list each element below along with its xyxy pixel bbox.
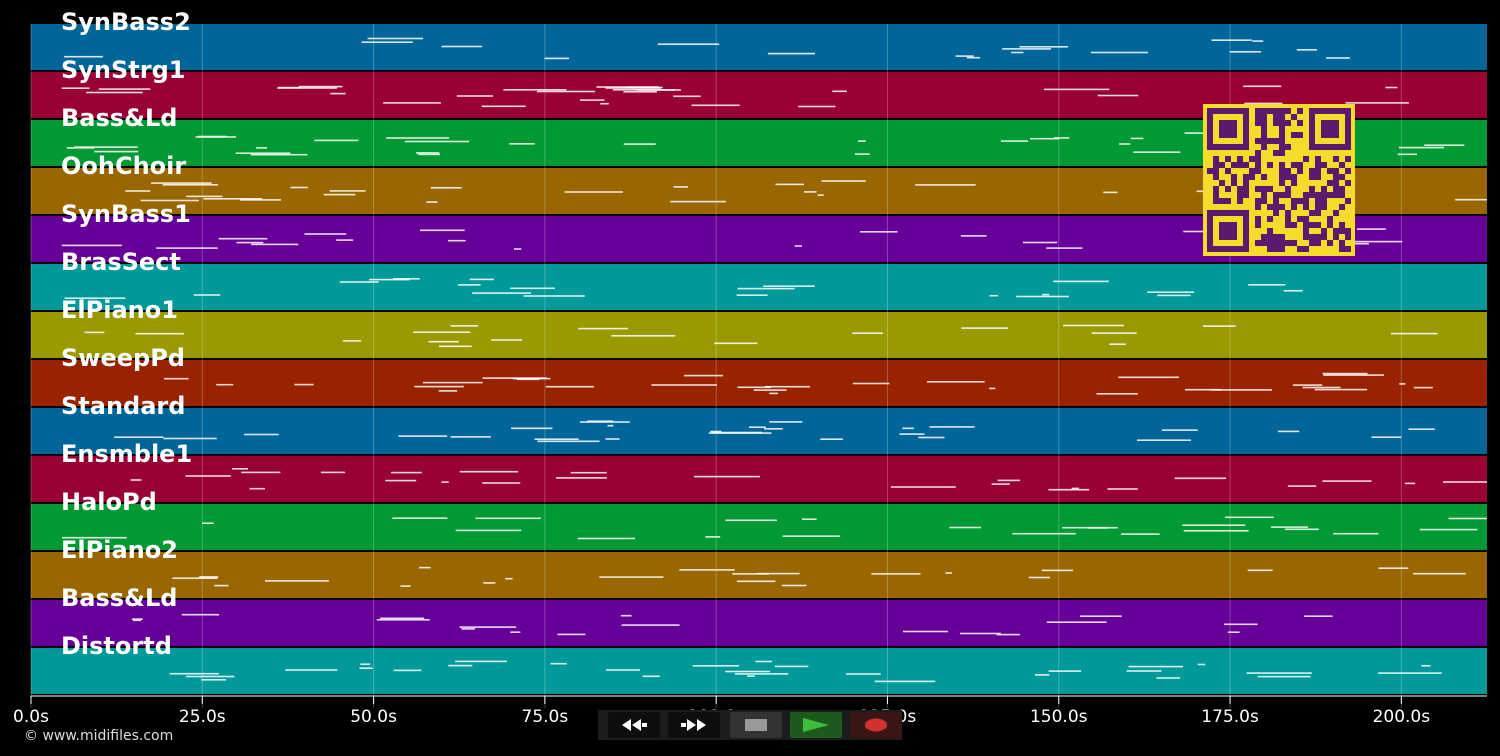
track-lane[interactable] (31, 360, 1487, 406)
track-label: ElPiano2 (61, 536, 178, 564)
track-label: Distortd (61, 632, 172, 660)
track-label: ElPiano1 (61, 296, 178, 324)
record-button[interactable] (850, 712, 902, 738)
track-label: Bass&Ld (61, 104, 178, 132)
qr-code-icon (1203, 104, 1355, 256)
track-label: SynBass1 (61, 200, 191, 228)
stop-button[interactable] (730, 712, 782, 738)
note-marks (114, 420, 1435, 443)
tick-label: 175.0s (1201, 707, 1259, 727)
tick-label: 50.0s (350, 707, 397, 727)
note-marks (131, 613, 1333, 636)
track-label: SynBass2 (61, 8, 191, 36)
track-lane[interactable] (31, 552, 1487, 598)
track-label: Bass&Ld (61, 584, 178, 612)
track-label: SynStrg1 (61, 56, 186, 84)
note-marks (172, 566, 1466, 587)
track-label: SweepPd (61, 344, 185, 372)
fast-forward-button[interactable] (668, 712, 720, 738)
track-label: HaloPd (61, 488, 157, 516)
note-marks (169, 660, 1442, 683)
play-icon (803, 718, 829, 732)
track-lane[interactable] (31, 648, 1487, 694)
tick-label: 25.0s (178, 707, 226, 727)
track-lane[interactable] (31, 24, 1487, 70)
rewind-button[interactable] (608, 712, 660, 738)
note-marks (64, 278, 1303, 299)
track-lane[interactable] (31, 456, 1500, 502)
track-lane[interactable] (31, 264, 1487, 310)
tick-label: 0.0s (13, 707, 49, 727)
track-lane[interactable] (31, 312, 1487, 358)
record-icon (865, 718, 887, 732)
note-marks (164, 372, 1433, 395)
fast-forward-icon (681, 719, 706, 731)
copyright-notice: © www.midifiles.com (24, 728, 174, 744)
note-marks (62, 516, 1499, 540)
track-lane[interactable] (31, 408, 1487, 454)
tick-label: 150.0s (1029, 707, 1088, 727)
rewind-icon (622, 719, 647, 731)
track-lane[interactable] (31, 504, 1499, 550)
note-marks (64, 37, 1350, 60)
play-button[interactable] (790, 712, 842, 738)
track-label: Standard (61, 392, 186, 420)
tick-label: 75.0s (521, 707, 569, 727)
transport-controls (598, 710, 902, 740)
note-marks (61, 85, 1409, 108)
track-label: BrasSect (61, 248, 181, 276)
note-marks (84, 324, 1438, 348)
tick-label: 200.0s (1372, 707, 1431, 727)
qr-pattern (1207, 108, 1351, 252)
track-label: OohChoir (61, 152, 187, 180)
track-label: Ensmble1 (61, 440, 193, 468)
track-lane[interactable] (31, 600, 1487, 646)
stop-icon (745, 719, 767, 731)
note-marks (130, 468, 1500, 491)
